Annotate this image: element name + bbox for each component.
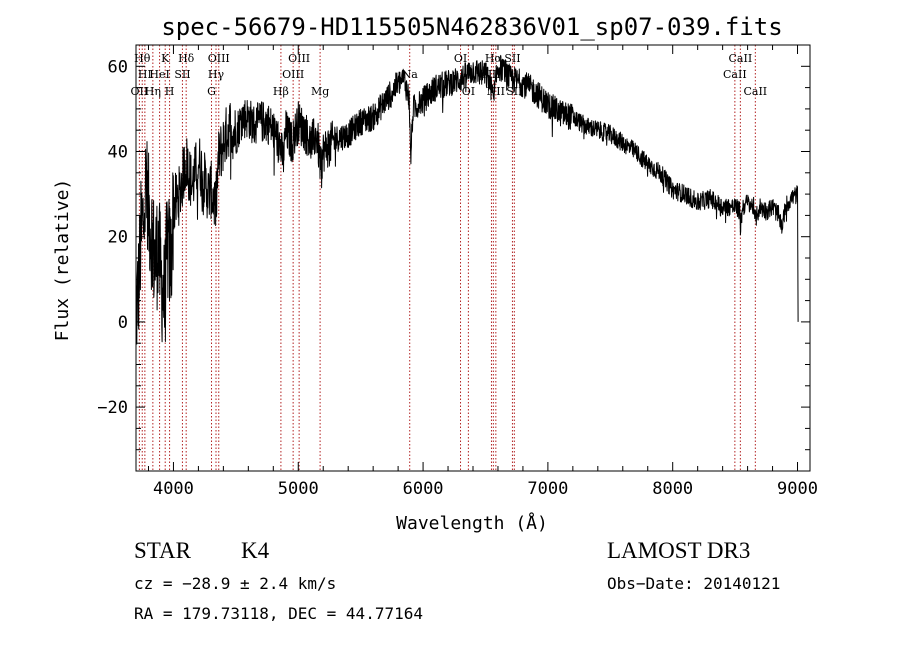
line-markers: [138, 45, 756, 471]
line-label: CaII: [723, 68, 747, 81]
x-tick-label: 8000: [652, 479, 693, 499]
line-label: Hα: [485, 52, 503, 65]
line-label: Hγ: [208, 68, 225, 81]
object-subclass: K4: [241, 538, 270, 563]
plot-frame: [135, 44, 811, 472]
line-label: Hδ: [178, 52, 195, 65]
line-label: Hθ: [134, 52, 151, 65]
flux-series-line: [135, 54, 799, 345]
line-label: Mg: [311, 85, 329, 98]
sky-coordinates: RA = 179.73118, DEC = 44.77164: [134, 604, 423, 623]
line-label: SII: [174, 68, 190, 81]
object-class: STAR: [134, 538, 191, 563]
survey-name: LAMOST DR3: [607, 538, 751, 563]
x-tick-label: 7000: [527, 479, 568, 499]
axis-ticks: 4000 5000 6000 7000 8000 9000 −20 0 20 40 60: [97, 45, 818, 499]
chart-title: spec-56679-HD115505N462836V01_sp07-039.f…: [161, 13, 782, 41]
line-labels: OII Hθ HI Hη HeI K H SII Hδ G Hγ OIII Hβ OIII OIII Mg Na…: [131, 52, 768, 98]
line-label: OIII: [282, 68, 304, 81]
x-axis-label: Wavelength (Å): [396, 512, 548, 534]
y-axis-label: Flux (relative): [52, 179, 73, 342]
line-label: OIII: [208, 52, 230, 65]
line-label: H: [165, 85, 175, 98]
line-label: OI: [454, 52, 467, 65]
redshift-cz: cz = −28.9 ± 2.4 km/s: [134, 574, 337, 593]
y-tick-label: 20: [108, 228, 128, 248]
line-label: CaII: [743, 85, 767, 98]
line-label: HeI: [149, 68, 169, 81]
x-tick-label: 9000: [777, 479, 818, 499]
line-label: K: [161, 52, 170, 65]
line-label: OII: [131, 85, 149, 98]
y-tick-label: 40: [108, 143, 128, 163]
line-label: Na: [402, 68, 419, 81]
x-tick-label: 6000: [403, 479, 444, 499]
line-label: CaII: [729, 52, 753, 65]
x-tick-label: 5000: [278, 479, 319, 499]
line-label: SII: [504, 52, 520, 65]
y-tick-label: 0: [118, 313, 128, 333]
line-label: HI: [138, 68, 152, 81]
line-label: Hβ: [273, 85, 289, 98]
line-label: OI: [462, 85, 475, 98]
y-tick-label: −20: [97, 398, 128, 418]
line-label: OIII: [288, 52, 310, 65]
x-tick-label: 4000: [153, 479, 194, 499]
y-tick-label: 60: [108, 57, 128, 77]
line-label: G: [207, 85, 216, 98]
line-label: Hη: [145, 85, 161, 98]
observation-date: Obs−Date: 20140121: [607, 574, 781, 593]
